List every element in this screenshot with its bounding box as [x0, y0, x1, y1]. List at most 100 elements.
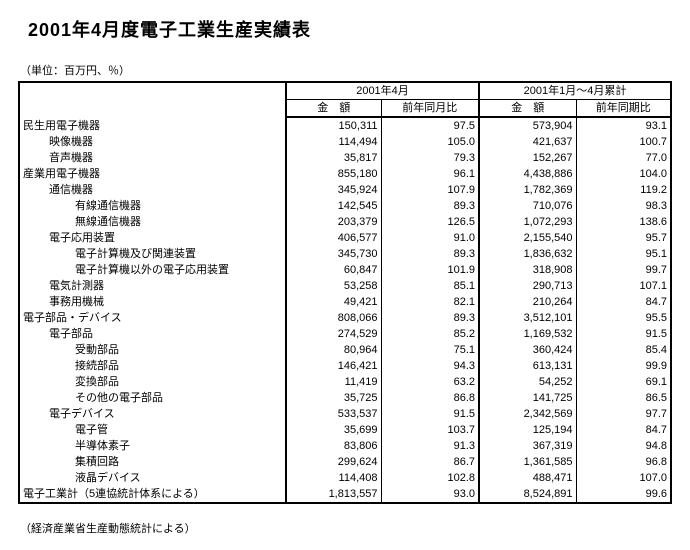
row-label: 電子計算機以外の電子応用装置 — [18, 262, 287, 278]
apr-amount-cell: 274,529 — [285, 326, 382, 342]
col-group-april: 2001年4月 — [285, 82, 480, 100]
cum-amount-cell: 1,072,293 — [478, 214, 577, 230]
total-cum-amount: 8,524,891 — [478, 486, 577, 503]
apr-amount-cell: 35,699 — [285, 422, 382, 438]
apr-yoy-cell: 89.3 — [380, 246, 480, 262]
cum-amount-cell: 1,782,369 — [478, 182, 577, 198]
apr-amount-cell: 53,258 — [285, 278, 382, 294]
apr-amount-cell: 80,964 — [285, 342, 382, 358]
apr-amount-cell: 114,494 — [285, 134, 382, 150]
apr-yoy-cell: 91.0 — [380, 230, 480, 246]
table-row: 電子デバイス 533,537 91.5 2,342,569 97.7 — [18, 406, 672, 422]
apr-amount-cell: 808,066 — [285, 310, 382, 326]
cum-amount-cell: 1,361,585 — [478, 454, 577, 470]
apr-yoy-cell: 75.1 — [380, 342, 480, 358]
table-row: 受動部品 80,964 75.1 360,424 85.4 — [18, 342, 672, 358]
total-apr-amount: 1,813,557 — [285, 486, 382, 503]
cum-yoy-cell: 104.0 — [575, 166, 672, 182]
apr-yoy-cell: 89.3 — [380, 198, 480, 214]
table-header: 2001年4月 2001年1月～4月累計 金 額 前年同月比 金 額 前年同期比 — [18, 82, 672, 118]
apr-yoy-cell: 89.3 — [380, 310, 480, 326]
cum-amount-cell: 367,319 — [478, 438, 577, 454]
row-label: 接続部品 — [18, 358, 287, 374]
cum-yoy-cell: 107.0 — [575, 470, 672, 486]
document-page: 2001年4月度電子工業生産実績表 （単位：百万円、％） 2001年4月 200… — [18, 20, 672, 535]
table-row: 電子計算機及び関連装置 345,730 89.3 1,836,632 95.1 — [18, 246, 672, 262]
apr-amount-cell: 299,624 — [285, 454, 382, 470]
total-row-label: 電子工業計（5連協統計体系による） — [18, 486, 287, 503]
apr-yoy-cell: 91.5 — [380, 406, 480, 422]
table-row: 事務用機械 49,421 82.1 210,264 84.7 — [18, 294, 672, 310]
cum-amount-cell: 613,131 — [478, 358, 577, 374]
apr-yoy-cell: 105.0 — [380, 134, 480, 150]
apr-yoy-cell: 102.8 — [380, 470, 480, 486]
cum-yoy-cell: 86.5 — [575, 390, 672, 406]
row-label: 半導体素子 — [18, 438, 287, 454]
cum-yoy-cell: 93.1 — [575, 117, 672, 134]
cum-yoy-cell: 99.9 — [575, 358, 672, 374]
cum-amount-cell: 290,713 — [478, 278, 577, 294]
apr-amount-cell: 150,311 — [285, 117, 382, 134]
total-apr-yoy: 93.0 — [380, 486, 480, 503]
apr-amount-cell: 203,379 — [285, 214, 382, 230]
total-cum-yoy: 99.6 — [575, 486, 672, 503]
table-row: 液晶デバイス 114,408 102.8 488,471 107.0 — [18, 470, 672, 486]
cum-yoy-cell: 94.8 — [575, 438, 672, 454]
table-row: 接続部品 146,421 94.3 613,131 99.9 — [18, 358, 672, 374]
table-footer: 電子工業計（5連協統計体系による） 1,813,557 93.0 8,524,8… — [18, 486, 672, 503]
cum-amount-cell: 210,264 — [478, 294, 577, 310]
col-header-cum-yoy: 前年同期比 — [575, 99, 672, 118]
row-label: 電気計測器 — [18, 278, 287, 294]
row-label: 液晶デバイス — [18, 470, 287, 486]
cum-amount-cell: 1,836,632 — [478, 246, 577, 262]
apr-amount-cell: 345,730 — [285, 246, 382, 262]
table-row: 電気計測器 53,258 85.1 290,713 107.1 — [18, 278, 672, 294]
apr-amount-cell: 345,924 — [285, 182, 382, 198]
table-row: 半導体素子 83,806 91.3 367,319 94.8 — [18, 438, 672, 454]
apr-amount-cell: 60,847 — [285, 262, 382, 278]
apr-yoy-cell: 85.2 — [380, 326, 480, 342]
table-row: 電子応用装置 406,577 91.0 2,155,540 95.7 — [18, 230, 672, 246]
cum-yoy-cell: 107.1 — [575, 278, 672, 294]
row-label: 電子部品 — [18, 326, 287, 342]
cum-amount-cell: 710,076 — [478, 198, 577, 214]
cum-amount-cell: 2,155,540 — [478, 230, 577, 246]
table-row: 産業用電子機器 855,180 96.1 4,438,886 104.0 — [18, 166, 672, 182]
cum-amount-cell: 4,438,886 — [478, 166, 577, 182]
cum-yoy-cell: 69.1 — [575, 374, 672, 390]
table-row: 電子部品・デバイス 808,066 89.3 3,512,101 95.5 — [18, 310, 672, 326]
row-label: 集積回路 — [18, 454, 287, 470]
apr-yoy-cell: 63.2 — [380, 374, 480, 390]
cum-yoy-cell: 96.8 — [575, 454, 672, 470]
cum-yoy-cell: 98.3 — [575, 198, 672, 214]
cum-amount-cell: 3,512,101 — [478, 310, 577, 326]
apr-amount-cell: 11,419 — [285, 374, 382, 390]
total-row: 電子工業計（5連協統計体系による） 1,813,557 93.0 8,524,8… — [18, 486, 672, 503]
apr-yoy-cell: 79.3 — [380, 150, 480, 166]
row-label: 電子管 — [18, 422, 287, 438]
cum-yoy-cell: 85.4 — [575, 342, 672, 358]
row-label: 音声機器 — [18, 150, 287, 166]
table-row: 変換部品 11,419 63.2 54,252 69.1 — [18, 374, 672, 390]
cum-yoy-cell: 99.7 — [575, 262, 672, 278]
cum-yoy-cell: 84.7 — [575, 294, 672, 310]
apr-amount-cell: 49,421 — [285, 294, 382, 310]
row-label: 有線通信機器 — [18, 198, 287, 214]
row-label: その他の電子部品 — [18, 390, 287, 406]
row-label: 無線通信機器 — [18, 214, 287, 230]
col-header-apr-yoy: 前年同月比 — [380, 99, 480, 118]
table-row: 電子管 35,699 103.7 125,194 84.7 — [18, 422, 672, 438]
apr-amount-cell: 406,577 — [285, 230, 382, 246]
row-label: 受動部品 — [18, 342, 287, 358]
col-group-cumulative: 2001年1月～4月累計 — [478, 82, 672, 100]
cum-amount-cell: 141,725 — [478, 390, 577, 406]
cum-yoy-cell: 97.7 — [575, 406, 672, 422]
cum-amount-cell: 1,169,532 — [478, 326, 577, 342]
row-label: 通信機器 — [18, 182, 287, 198]
cum-amount-cell: 318,908 — [478, 262, 577, 278]
apr-yoy-cell: 91.3 — [380, 438, 480, 454]
production-table: 2001年4月 2001年1月～4月累計 金 額 前年同月比 金 額 前年同期比… — [18, 81, 672, 504]
row-label: 民生用電子機器 — [18, 117, 287, 134]
table-row: 民生用電子機器 150,311 97.5 573,904 93.1 — [18, 117, 672, 134]
apr-yoy-cell: 82.1 — [380, 294, 480, 310]
